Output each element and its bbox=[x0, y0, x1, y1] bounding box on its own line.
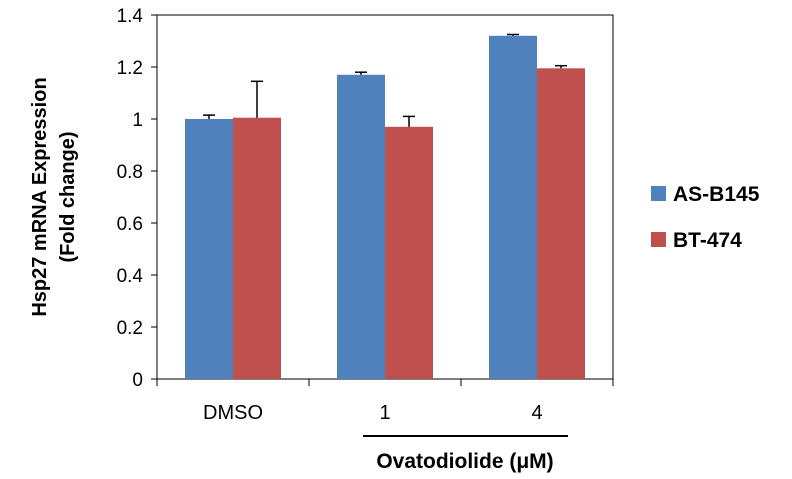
y-tick-label: 1.2 bbox=[117, 58, 143, 79]
x-category-label: 1 bbox=[379, 402, 390, 424]
x-axis-title: Ovatodiolide (μM) bbox=[376, 450, 553, 473]
bar bbox=[385, 126, 433, 379]
y-tick-label: 0.2 bbox=[117, 318, 143, 339]
x-category-label: 4 bbox=[531, 402, 542, 424]
error-bars bbox=[203, 33, 567, 127]
legend-swatch bbox=[651, 186, 666, 201]
bar bbox=[489, 35, 537, 380]
bar bbox=[233, 117, 281, 379]
legend: AS-B145 BT-474 bbox=[651, 183, 760, 252]
y-tick-label: 1.4 bbox=[117, 6, 144, 27]
bars bbox=[185, 35, 585, 380]
y-tick-label: 0.8 bbox=[117, 162, 143, 183]
y-tick-label: 1 bbox=[132, 110, 143, 131]
y-tick-label: 0 bbox=[132, 370, 143, 391]
x-category-label: DMSO bbox=[203, 402, 263, 424]
legend-label: AS-B145 bbox=[673, 183, 760, 206]
legend-label: BT-474 bbox=[673, 229, 742, 252]
bar bbox=[185, 119, 233, 379]
y-axis-title-line1: Hsp27 mRNA Expression bbox=[29, 77, 51, 316]
bar bbox=[337, 74, 385, 380]
y-tick-label: 0.6 bbox=[117, 214, 143, 235]
y-axis-ticks: 0 0.2 0.4 0.6 0.8 1 1.2 1.4 bbox=[117, 6, 157, 391]
legend-swatch bbox=[651, 232, 666, 247]
y-axis-title: Hsp27 mRNA Expression (Fold change) bbox=[29, 77, 79, 316]
y-axis-title-line2: (Fold change) bbox=[57, 131, 79, 262]
x-axis-category-labels: DMSO 1 4 bbox=[156, 379, 614, 424]
bar bbox=[537, 68, 585, 380]
y-tick-label: 0.4 bbox=[117, 266, 144, 287]
